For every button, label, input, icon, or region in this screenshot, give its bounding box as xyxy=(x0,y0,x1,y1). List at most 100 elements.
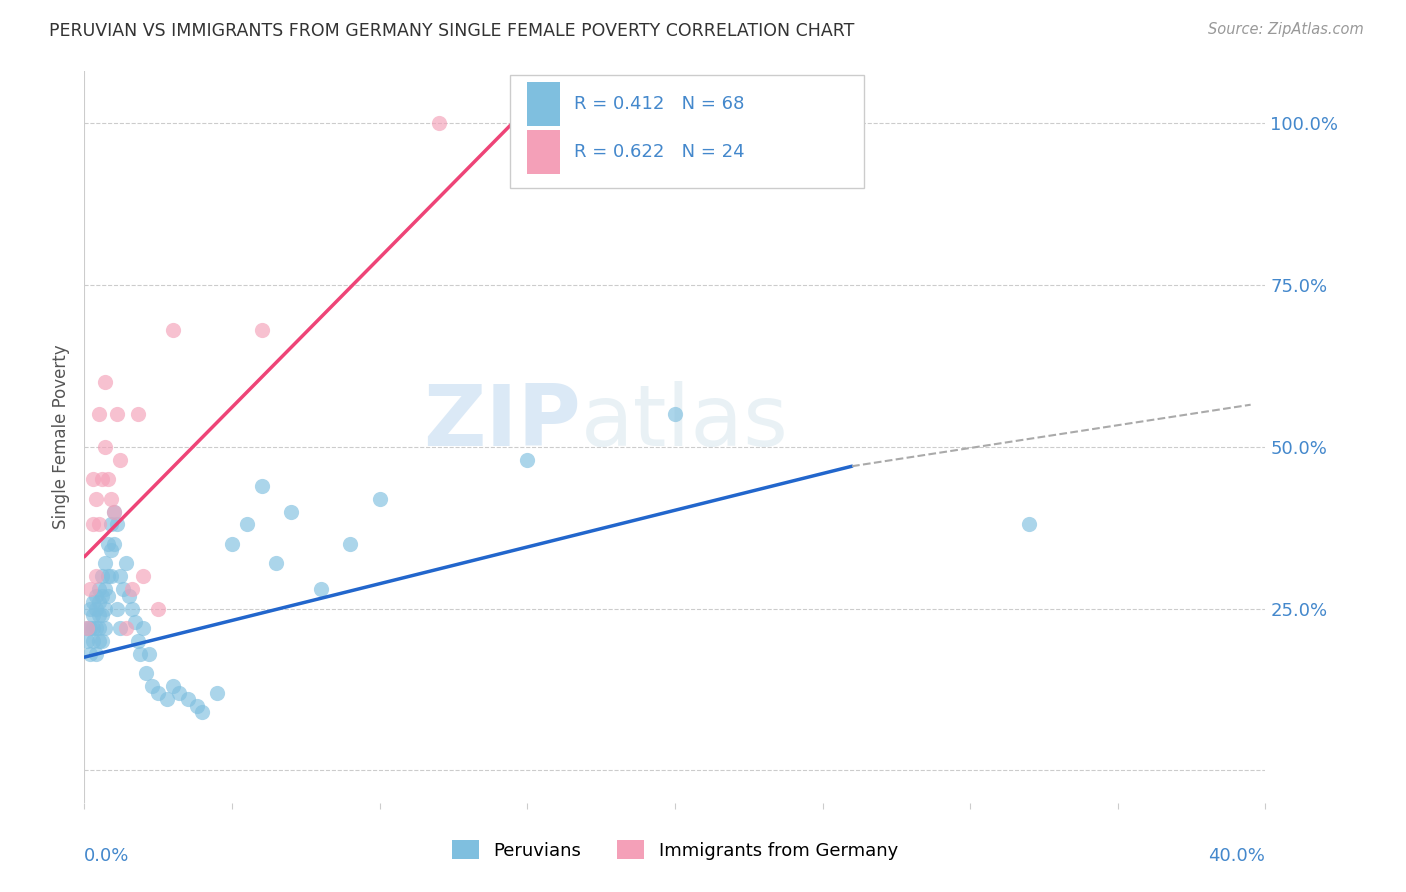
Point xyxy=(91,589,114,603)
Point xyxy=(97,589,120,603)
Point xyxy=(76,634,98,648)
Point xyxy=(84,589,107,603)
Point xyxy=(250,478,273,492)
Point xyxy=(148,601,170,615)
Point xyxy=(129,647,152,661)
Point xyxy=(91,472,114,486)
Point xyxy=(103,504,125,518)
Point xyxy=(280,504,302,518)
Point xyxy=(427,116,450,130)
Point xyxy=(162,323,184,337)
Point xyxy=(97,472,120,486)
Point xyxy=(103,537,125,551)
Point xyxy=(186,698,208,713)
Point xyxy=(79,601,101,615)
Point xyxy=(148,686,170,700)
Point xyxy=(105,517,128,532)
Point xyxy=(191,705,214,719)
Text: 0.0%: 0.0% xyxy=(84,847,129,864)
Point xyxy=(94,601,117,615)
Point xyxy=(114,621,136,635)
Point xyxy=(121,601,143,615)
Point xyxy=(82,472,104,486)
Point xyxy=(121,582,143,597)
Point xyxy=(309,582,332,597)
Point xyxy=(94,557,117,571)
Point xyxy=(108,621,131,635)
Point xyxy=(84,491,107,506)
Point xyxy=(132,621,155,635)
Point xyxy=(84,621,107,635)
Point xyxy=(221,537,243,551)
Point xyxy=(87,608,111,623)
Point xyxy=(97,569,120,583)
Point xyxy=(79,621,101,635)
Point xyxy=(167,686,190,700)
Point xyxy=(91,608,114,623)
Point xyxy=(76,621,98,635)
Point xyxy=(114,557,136,571)
Point xyxy=(87,408,111,422)
Point xyxy=(82,517,104,532)
Point xyxy=(82,621,104,635)
Y-axis label: Single Female Poverty: Single Female Poverty xyxy=(52,345,70,529)
Point xyxy=(156,692,179,706)
Text: ZIP: ZIP xyxy=(423,381,581,464)
Text: Source: ZipAtlas.com: Source: ZipAtlas.com xyxy=(1208,22,1364,37)
Legend: Peruvians, Immigrants from Germany: Peruvians, Immigrants from Germany xyxy=(444,833,905,867)
Point xyxy=(100,543,122,558)
Text: R = 0.622   N = 24: R = 0.622 N = 24 xyxy=(575,143,745,161)
Point xyxy=(91,634,114,648)
Text: PERUVIAN VS IMMIGRANTS FROM GERMANY SINGLE FEMALE POVERTY CORRELATION CHART: PERUVIAN VS IMMIGRANTS FROM GERMANY SING… xyxy=(49,22,855,40)
Point xyxy=(87,582,111,597)
Text: R = 0.412   N = 68: R = 0.412 N = 68 xyxy=(575,95,745,113)
Point xyxy=(87,621,111,635)
Point xyxy=(108,569,131,583)
Point xyxy=(111,582,134,597)
Point xyxy=(124,615,146,629)
FancyBboxPatch shape xyxy=(509,75,863,188)
Point xyxy=(339,537,361,551)
Point xyxy=(79,582,101,597)
Point xyxy=(135,666,157,681)
Point xyxy=(84,601,107,615)
Point xyxy=(108,452,131,467)
Point xyxy=(141,679,163,693)
Point xyxy=(84,647,107,661)
Point xyxy=(118,589,141,603)
Point xyxy=(236,517,259,532)
Point xyxy=(84,569,107,583)
Point xyxy=(100,569,122,583)
Point xyxy=(76,621,98,635)
Point xyxy=(162,679,184,693)
Bar xyxy=(527,130,561,174)
Point xyxy=(87,634,111,648)
Point xyxy=(368,491,391,506)
Point xyxy=(82,634,104,648)
Point xyxy=(94,621,117,635)
Point xyxy=(94,582,117,597)
Point xyxy=(516,452,538,467)
Point xyxy=(82,595,104,609)
Point xyxy=(250,323,273,337)
Point xyxy=(266,557,288,571)
Point xyxy=(97,537,120,551)
Point xyxy=(132,569,155,583)
Bar xyxy=(527,82,561,127)
Point xyxy=(105,408,128,422)
Point xyxy=(82,608,104,623)
Point xyxy=(1018,517,1040,532)
Point xyxy=(105,601,128,615)
Point xyxy=(94,375,117,389)
Point xyxy=(138,647,160,661)
Point xyxy=(100,517,122,532)
Point xyxy=(87,517,111,532)
Text: atlas: atlas xyxy=(581,381,789,464)
Point xyxy=(79,647,101,661)
Point xyxy=(207,686,229,700)
Point xyxy=(127,634,149,648)
Point xyxy=(664,408,686,422)
Text: 40.0%: 40.0% xyxy=(1209,847,1265,864)
Point xyxy=(87,595,111,609)
Point xyxy=(103,504,125,518)
